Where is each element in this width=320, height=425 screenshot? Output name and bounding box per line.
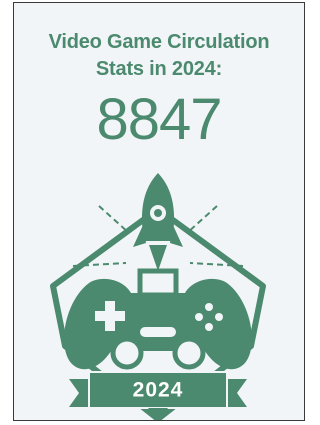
card: Video Game Circulation Stats in 2024: 88… — [13, 2, 305, 421]
banner: 2024 — [69, 372, 247, 420]
illustration: 2024 — [14, 3, 304, 420]
badge-year: 2024 — [133, 379, 184, 402]
page: {"header": {"title": "Video Game Circula… — [0, 0, 314, 425]
rocket — [133, 173, 183, 295]
